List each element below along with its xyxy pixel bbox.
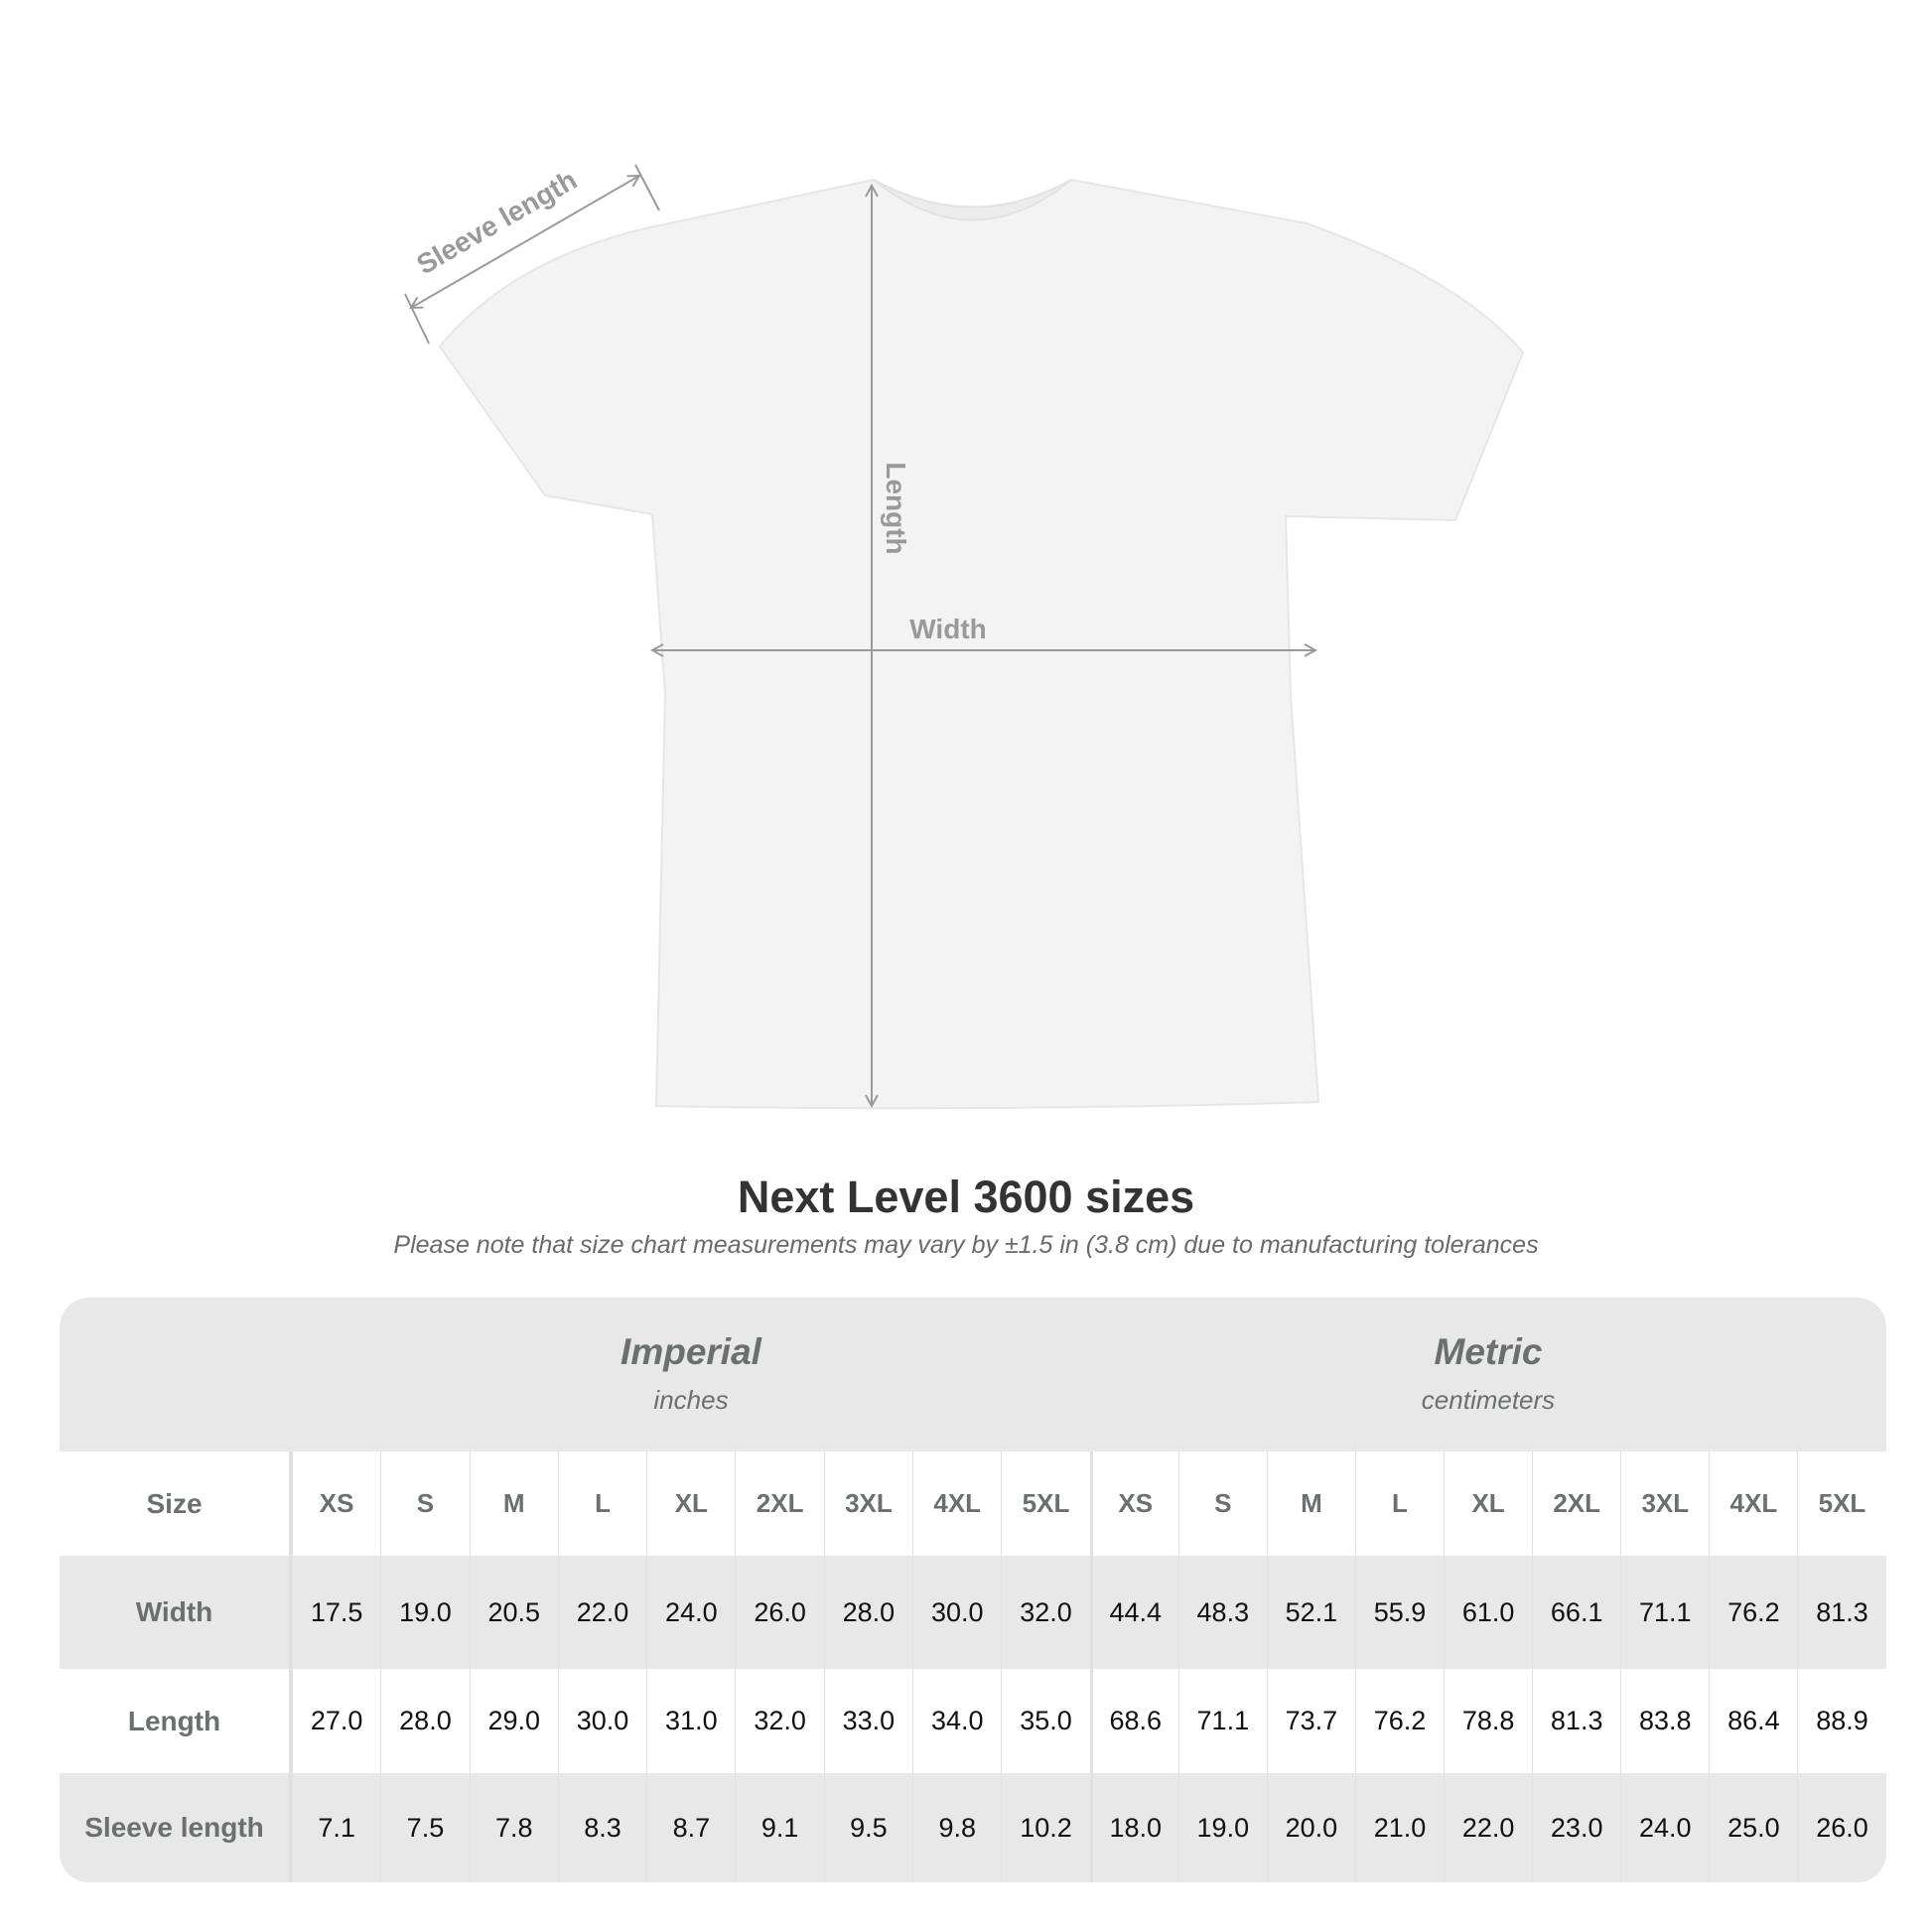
imperial-unit: inches [653,1385,729,1415]
size-header-cell: XL [646,1451,735,1556]
metric-value-cell: 25.0 [1709,1773,1797,1882]
imperial-label: Imperial [621,1331,761,1372]
imperial-value-cell: 9.8 [912,1773,1001,1882]
metric-header: Metric centimeters [1090,1298,1886,1451]
metric-unit: centimeters [1421,1385,1556,1415]
metric-value-cell: 81.3 [1532,1669,1620,1773]
imperial-value-cell: 26.0 [735,1556,823,1669]
size-header-cell: 4XL [912,1451,1001,1556]
metric-value-cell: 48.3 [1177,1556,1267,1669]
imperial-value-cell: 33.0 [823,1669,912,1773]
size-header-cell: S [380,1451,469,1556]
imperial-value-cell: 32.0 [1001,1556,1089,1669]
metric-value-cell: 19.0 [1177,1773,1267,1882]
size-header-cell: 5XL [1001,1451,1089,1556]
metric-value-cell: 81.3 [1797,1556,1885,1669]
page-title: Next Level 3600 sizes [737,1172,1195,1222]
metric-value-cell: 61.0 [1444,1556,1532,1669]
table-row: Sleeve length 7.1 7.5 7.8 8.3 8.7 9.1 9.5 9.8 10.… [60,1773,1886,1882]
metric-value-cell: 21.0 [1354,1773,1444,1882]
metric-value-cell: 88.9 [1797,1669,1885,1773]
imperial-value-cell: 7.8 [469,1773,558,1882]
size-header-cell: XS [1089,1451,1178,1556]
width-label: Width [909,614,987,644]
size-header-cell: L [557,1451,646,1556]
size-header-cell: M [1266,1451,1355,1556]
metric-value-cell: 83.8 [1620,1669,1709,1773]
metric-value-cell: 44.4 [1089,1556,1178,1669]
tshirt-collar [873,179,1072,221]
imperial-value-cell: 7.5 [380,1773,469,1882]
imperial-value-cell: 32.0 [735,1669,823,1773]
sleeve-length-arrow [411,176,639,308]
tolerance-note: Please note that size chart measurements… [393,1231,1539,1259]
metric-value-cell: 71.1 [1177,1669,1267,1773]
metric-value-cell: 86.4 [1709,1669,1797,1773]
size-header-cell: XL [1444,1451,1532,1556]
size-header-cell: 3XL [823,1451,912,1556]
sleeve-tick-right [634,164,660,211]
imperial-value-cell: 8.3 [557,1773,646,1882]
imperial-value-cell: 31.0 [646,1669,735,1773]
imperial-value-cell: 34.0 [912,1669,1001,1773]
size-header-cell: 2XL [1532,1451,1620,1556]
size-header-cell: S [1177,1451,1267,1556]
imperial-value-cell: 20.5 [469,1556,558,1669]
imperial-value-cell: 28.0 [380,1669,469,1773]
imperial-value-cell: 22.0 [557,1556,646,1669]
metric-label: Metric [1434,1331,1543,1372]
metric-value-cell: 23.0 [1532,1773,1620,1882]
metric-value-cell: 73.7 [1266,1669,1355,1773]
table-row: Width 17.5 19.0 20.5 22.0 24.0 26.0 28.0 30.0 32.… [60,1556,1886,1669]
row-label: Length [60,1669,292,1773]
metric-value-cell: 18.0 [1089,1773,1178,1882]
metric-value-cell: 55.9 [1354,1556,1444,1669]
imperial-value-cell: 17.5 [292,1556,380,1669]
size-header-cell: 4XL [1709,1451,1797,1556]
metric-value-cell: 76.2 [1354,1669,1444,1773]
imperial-value-cell: 10.2 [1001,1773,1089,1882]
row-label: Size [60,1451,292,1556]
size-header-cell: 3XL [1620,1451,1709,1556]
metric-value-cell: 22.0 [1444,1773,1532,1882]
sleeve-tick-left [404,293,430,345]
imperial-value-cell: 30.0 [912,1556,1001,1669]
table-row: Length 27.0 28.0 29.0 30.0 31.0 32.0 33.0 34.0 35… [60,1669,1886,1773]
size-header-cell: M [469,1451,558,1556]
tshirt-diagram: Sleeve length Length Width [404,164,1525,1110]
metric-value-cell: 20.0 [1266,1773,1355,1882]
row-label: Sleeve length [60,1773,292,1882]
imperial-value-cell: 30.0 [557,1669,646,1773]
size-header-cell: 5XL [1797,1451,1885,1556]
imperial-value-cell: 24.0 [646,1556,735,1669]
metric-value-cell: 52.1 [1266,1556,1355,1669]
length-label: Length [881,462,911,554]
imperial-value-cell: 7.1 [292,1773,380,1882]
metric-value-cell: 68.6 [1089,1669,1178,1773]
metric-value-cell: 76.2 [1709,1556,1797,1669]
metric-value-cell: 71.1 [1620,1556,1709,1669]
size-header-cell: 2XL [735,1451,823,1556]
metric-value-cell: 26.0 [1797,1773,1885,1882]
imperial-value-cell: 8.7 [646,1773,735,1882]
metric-value-cell: 78.8 [1444,1669,1532,1773]
imperial-header: Imperial inches [292,1298,1090,1451]
imperial-value-cell: 19.0 [380,1556,469,1669]
imperial-value-cell: 35.0 [1001,1669,1089,1773]
size-header-cell: XS [292,1451,380,1556]
size-table: Imperial inches Metric centimeters Size X… [60,1298,1886,1882]
imperial-value-cell: 28.0 [823,1556,912,1669]
imperial-value-cell: 9.1 [735,1773,823,1882]
metric-value-cell: 66.1 [1532,1556,1620,1669]
imperial-value-cell: 9.5 [823,1773,912,1882]
row-label: Width [60,1556,292,1669]
metric-value-cell: 24.0 [1620,1773,1709,1882]
imperial-value-cell: 29.0 [469,1669,558,1773]
imperial-value-cell: 27.0 [292,1669,380,1773]
table-row-size: Size XS S M L XL 2XL 3XL 4XL 5XL XS S M L XL 2XL 3XL 4XL 5… [60,1451,1886,1556]
size-header-cell: L [1354,1451,1444,1556]
